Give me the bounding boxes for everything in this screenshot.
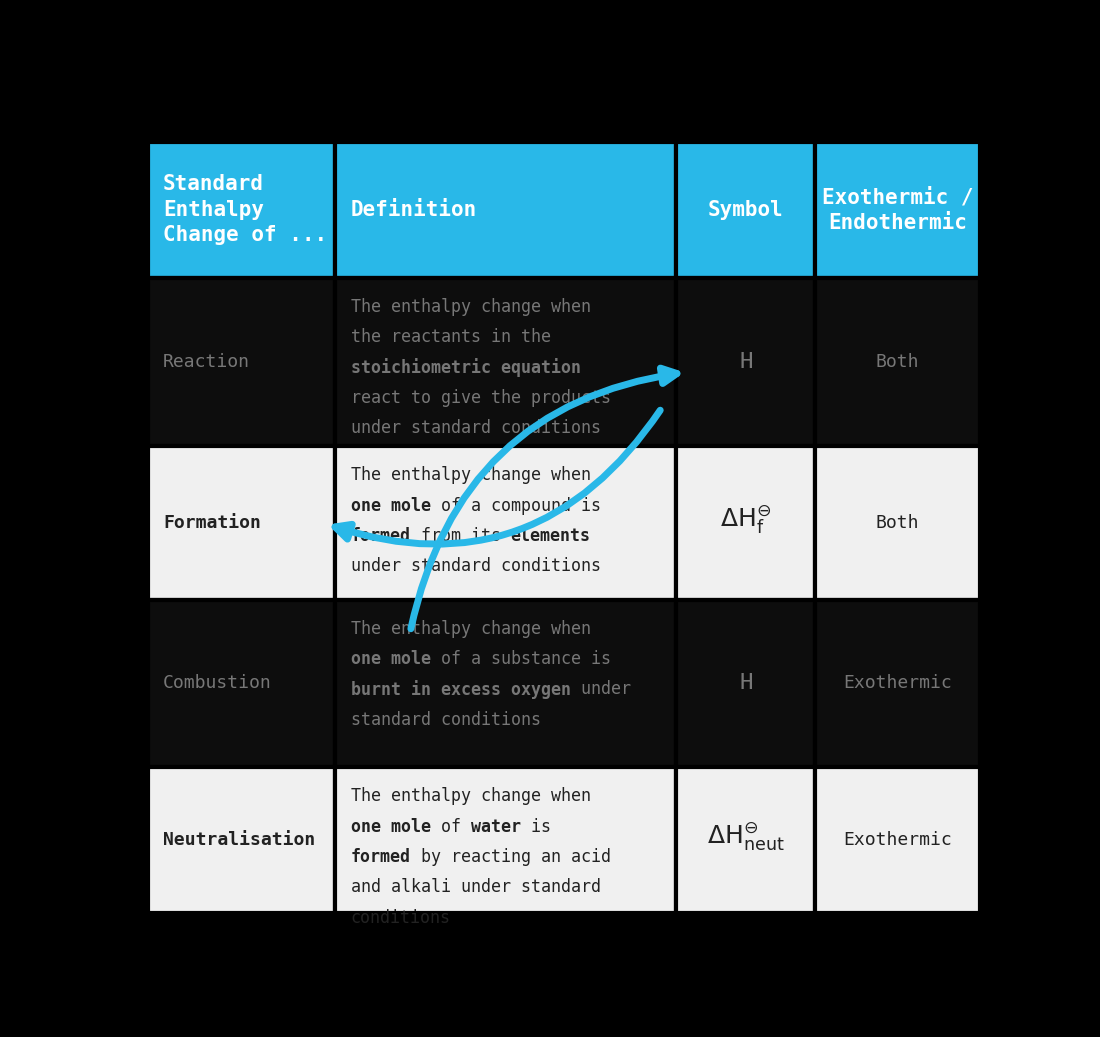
Text: Both: Both xyxy=(876,514,920,532)
Text: burnt in excess oxygen: burnt in excess oxygen xyxy=(351,680,571,699)
Text: of a substance is: of a substance is xyxy=(430,650,610,668)
Text: The enthalpy change when: The enthalpy change when xyxy=(351,298,591,315)
Text: one mole: one mole xyxy=(351,817,430,836)
Text: The enthalpy change when: The enthalpy change when xyxy=(351,787,591,805)
Text: under standard conditions: under standard conditions xyxy=(351,557,601,576)
Bar xyxy=(676,142,815,278)
Text: The enthalpy change when: The enthalpy change when xyxy=(351,467,591,484)
Text: Symbol: Symbol xyxy=(708,200,783,220)
Text: $\mathregular{\Delta H_f^{\ominus}}$: $\mathregular{\Delta H_f^{\ominus}}$ xyxy=(720,503,771,535)
Text: of a compound is: of a compound is xyxy=(430,497,601,514)
Text: and alkali under standard: and alkali under standard xyxy=(351,878,601,896)
Bar xyxy=(336,446,676,599)
Text: one mole: one mole xyxy=(351,650,430,668)
Text: formed: formed xyxy=(351,848,410,866)
Text: from its: from its xyxy=(410,527,510,544)
Text: under: under xyxy=(571,680,630,698)
Bar xyxy=(815,142,980,278)
Bar xyxy=(676,446,815,599)
Bar xyxy=(815,278,980,446)
Text: by reacting an acid: by reacting an acid xyxy=(410,848,610,866)
Text: the reactants in the: the reactants in the xyxy=(351,328,551,346)
Text: Formation: Formation xyxy=(163,514,261,532)
Text: standard conditions: standard conditions xyxy=(351,710,540,729)
Bar xyxy=(676,767,815,914)
Text: by reacting an acid: by reacting an acid xyxy=(410,848,610,866)
Text: Exothermic: Exothermic xyxy=(843,832,952,849)
Bar xyxy=(147,142,336,278)
Bar xyxy=(336,767,676,914)
Text: is: is xyxy=(520,817,551,836)
Text: Combustion: Combustion xyxy=(163,674,272,693)
Bar xyxy=(336,142,676,278)
Bar xyxy=(815,767,980,914)
Bar xyxy=(676,278,815,446)
Text: Standard
Enthalpy
Change of ...: Standard Enthalpy Change of ... xyxy=(163,174,327,246)
Text: Both: Both xyxy=(876,353,920,371)
Text: Reaction: Reaction xyxy=(163,353,250,371)
Bar xyxy=(336,278,676,446)
Text: react to give the products: react to give the products xyxy=(351,389,610,407)
Text: water: water xyxy=(471,817,520,836)
Bar xyxy=(815,599,980,767)
Bar xyxy=(147,599,336,767)
Text: water: water xyxy=(471,817,520,836)
Text: $\mathregular{\Delta H_{neut}^{\ominus}}$: $\mathregular{\Delta H_{neut}^{\ominus}}… xyxy=(707,820,784,852)
Bar xyxy=(336,599,676,767)
Text: Exothermic /
Endothermic: Exothermic / Endothermic xyxy=(822,187,974,232)
Text: from its: from its xyxy=(410,527,510,544)
Text: under: under xyxy=(571,680,630,698)
Text: under standard conditions: under standard conditions xyxy=(351,419,601,437)
Text: elements: elements xyxy=(510,527,591,544)
Bar xyxy=(147,446,336,599)
Text: Definition: Definition xyxy=(351,200,477,220)
Text: Exothermic: Exothermic xyxy=(843,674,952,693)
Bar xyxy=(815,446,980,599)
Text: conditions: conditions xyxy=(351,908,451,926)
Text: The enthalpy change when: The enthalpy change when xyxy=(351,619,591,638)
Text: of a substance is: of a substance is xyxy=(430,650,610,668)
Bar xyxy=(676,599,815,767)
Text: elements: elements xyxy=(510,527,591,544)
Text: of: of xyxy=(430,817,471,836)
Text: of a compound is: of a compound is xyxy=(430,497,601,514)
Bar xyxy=(147,278,336,446)
Text: of: of xyxy=(430,817,471,836)
Text: stoichiometric equation: stoichiometric equation xyxy=(351,359,581,377)
Text: one mole: one mole xyxy=(351,497,430,514)
Text: H: H xyxy=(739,673,752,694)
Bar xyxy=(147,767,336,914)
Text: formed: formed xyxy=(351,527,410,544)
Text: H: H xyxy=(739,352,752,372)
Text: Neutralisation: Neutralisation xyxy=(163,832,316,849)
